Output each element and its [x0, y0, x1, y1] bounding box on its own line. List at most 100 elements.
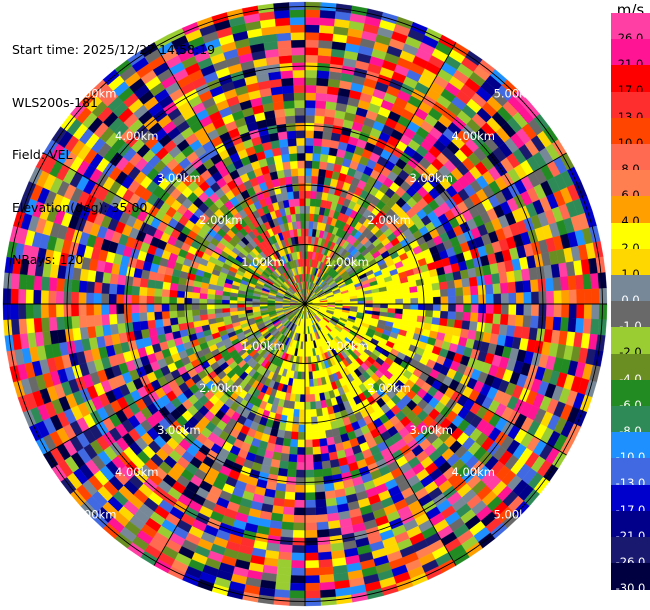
- velocity-cell: [206, 303, 215, 310]
- velocity-cell: [440, 296, 449, 305]
- velocity-cell: [321, 460, 332, 470]
- velocity-cell: [299, 205, 306, 214]
- velocity-cell: [292, 190, 300, 200]
- velocity-cell: [304, 32, 320, 41]
- velocity-cell: [284, 176, 293, 185]
- velocity-cell: [116, 303, 125, 315]
- velocity-cell: [138, 286, 148, 296]
- velocity-cell: [169, 289, 178, 298]
- velocity-cell: [315, 400, 322, 410]
- velocity-cell: [294, 107, 306, 116]
- velocity-cell: [71, 315, 80, 329]
- velocity-cell: [395, 303, 404, 310]
- velocity-cell: [437, 273, 447, 283]
- velocity-cell: [394, 308, 404, 315]
- velocity-cell: [448, 303, 457, 313]
- velocity-cell: [461, 320, 471, 331]
- velocity-cell: [468, 321, 478, 332]
- velocity-cell: [280, 70, 294, 79]
- velocity-cell: [522, 280, 532, 293]
- velocity-cell: [315, 499, 327, 508]
- velocity-cell: [178, 322, 188, 331]
- velocity-cell: [430, 275, 440, 285]
- velocity-cell: [309, 205, 316, 215]
- velocity-cell: [48, 316, 58, 331]
- velocity-cell: [493, 293, 502, 305]
- velocity-cell: [470, 303, 479, 314]
- velocity-cell: [291, 39, 306, 48]
- range-ring-label: 5.00km: [73, 507, 116, 521]
- velocity-cell: [102, 324, 112, 337]
- velocity-cell: [229, 303, 238, 309]
- velocity-cell: [117, 322, 127, 334]
- velocity-cell: [284, 491, 296, 501]
- velocity-cell: [304, 69, 318, 78]
- velocity-cell: [311, 168, 320, 177]
- velocity-cell: [424, 283, 433, 292]
- velocity-cell: [304, 454, 314, 463]
- velocity-cell: [304, 47, 319, 56]
- velocity-cell: [308, 371, 314, 380]
- velocity-cell: [289, 1, 306, 11]
- velocity-cell: [304, 24, 320, 33]
- velocity-cell: [477, 284, 487, 296]
- velocity-cell: [312, 145, 322, 154]
- velocity-cell: [323, 116, 335, 126]
- range-ring-label: 1.00km: [325, 339, 368, 353]
- velocity-cell: [295, 122, 306, 131]
- range-ring-label: 4.00km: [115, 465, 158, 479]
- velocity-cell: [304, 371, 310, 380]
- range-ring-label: 5.00km: [494, 87, 537, 101]
- velocity-cell: [154, 318, 164, 328]
- velocity-cell: [590, 318, 600, 335]
- range-ring-label: 4.00km: [452, 465, 495, 479]
- velocity-cell: [492, 283, 502, 295]
- velocity-cell: [312, 153, 321, 162]
- velocity-cell: [316, 415, 325, 425]
- velocity-cell: [321, 138, 332, 148]
- velocity-cell: [483, 274, 493, 286]
- velocity-cell: [304, 115, 316, 124]
- velocity-cell: [567, 317, 577, 333]
- velocity-cell: [461, 277, 471, 288]
- velocity-cell: [288, 454, 298, 463]
- velocity-cell: [281, 445, 291, 455]
- velocity-cell: [282, 161, 291, 170]
- velocity-cell: [290, 431, 299, 440]
- velocity-cell: [295, 469, 306, 478]
- velocity-cell: [439, 288, 449, 298]
- velocity-cell: [322, 131, 333, 141]
- velocity-cell: [439, 281, 448, 290]
- velocity-cell: [288, 145, 298, 154]
- velocity-cell: [276, 169, 286, 179]
- velocity-cell: [161, 296, 170, 305]
- velocity-cell: [315, 514, 329, 523]
- velocity-cell: [372, 303, 381, 309]
- velocity-cell: [301, 235, 306, 244]
- velocity-cell: [492, 313, 502, 325]
- velocity-cell: [289, 597, 306, 607]
- velocity-cell: [124, 321, 134, 333]
- velocity-cell: [297, 167, 306, 176]
- velocity-cell: [184, 315, 194, 324]
- velocity-cell: [139, 320, 149, 331]
- range-ring-label: 1.00km: [325, 255, 368, 269]
- velocity-cell: [290, 24, 306, 33]
- velocity-cell: [431, 317, 441, 326]
- velocity-cell: [48, 290, 57, 305]
- range-ring-label: 1.00km: [241, 255, 284, 269]
- velocity-cell: [176, 310, 186, 318]
- velocity-cell: [291, 423, 299, 433]
- velocity-cell: [387, 303, 396, 309]
- velocity-cell: [319, 161, 328, 170]
- velocity-cell: [515, 280, 524, 294]
- velocity-cell: [289, 438, 299, 448]
- velocity-cell: [395, 298, 404, 305]
- velocity-cell: [281, 85, 295, 94]
- velocity-cell: [311, 160, 321, 170]
- velocity-cell: [485, 313, 494, 324]
- velocity-cell: [322, 467, 333, 477]
- velocity-cell: [161, 310, 171, 320]
- velocity-cell: [132, 321, 142, 332]
- velocity-cell: [304, 145, 314, 154]
